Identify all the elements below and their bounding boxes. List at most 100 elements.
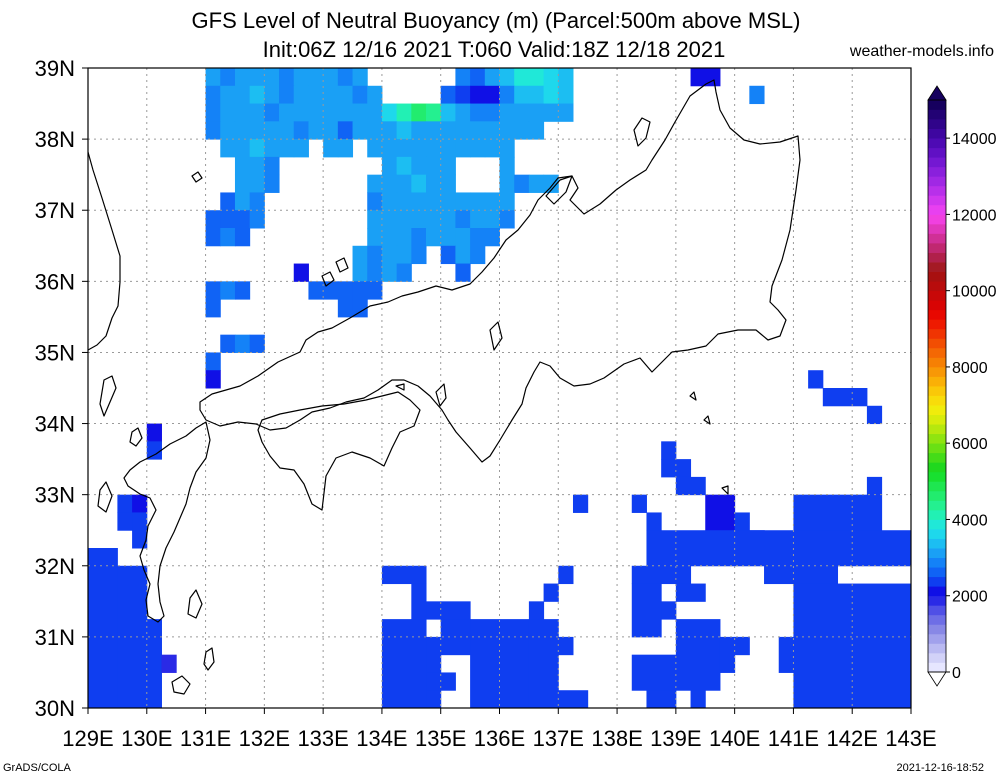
- x-tick-label: 133E: [297, 726, 348, 751]
- heatmap-cell: [558, 85, 574, 105]
- heatmap-cell: [440, 139, 456, 158]
- heatmap-cell: [264, 156, 280, 176]
- colorbar-segment: [928, 366, 946, 377]
- colorbar-segment: [928, 386, 946, 396]
- heatmap-cell: [367, 139, 383, 158]
- heatmap-cell: [764, 565, 839, 585]
- heatmap-cell: [808, 370, 824, 389]
- heatmap-cell: [661, 601, 677, 620]
- heatmap-cell: [381, 245, 398, 265]
- heatmap-cell: [631, 494, 647, 513]
- heatmap-cell: [367, 210, 383, 229]
- heatmap-cell: [440, 192, 456, 211]
- colorbar-segment: [928, 214, 946, 225]
- colorbar-segment: [928, 548, 946, 558]
- coast-oki2: [335, 257, 349, 273]
- x-tick-label: 129E: [62, 726, 113, 751]
- heatmap-cell: [234, 121, 251, 140]
- heatmap-cell: [631, 583, 662, 638]
- heatmap-cell: [572, 494, 589, 513]
- coast-awaji: [435, 383, 447, 407]
- colorbar-segment: [928, 500, 946, 511]
- colorbar-segment: [928, 281, 946, 292]
- colorbar-segment: [928, 243, 946, 253]
- colorbar-segment: [928, 557, 946, 568]
- colorbar-segment: [928, 614, 946, 625]
- heatmap-cell: [426, 601, 442, 620]
- heatmap-cell: [440, 601, 471, 620]
- heatmap-cell: [352, 121, 368, 140]
- heatmap-cell: [367, 85, 383, 105]
- heatmap-cell: [528, 601, 545, 620]
- heatmap-cell: [220, 85, 236, 105]
- heatmap-cell: [293, 103, 309, 122]
- heatmap-cell: [690, 68, 706, 87]
- heatmap-cell: [234, 174, 251, 193]
- heatmap-cell: [323, 68, 339, 87]
- heatmap-cell: [161, 654, 177, 673]
- coast-honshu-main: [199, 79, 801, 463]
- y-tick-label: 39N: [35, 56, 75, 81]
- heatmap-cell: [132, 494, 148, 513]
- heatmap-cell: [455, 245, 471, 265]
- colorbar-segment: [928, 538, 946, 549]
- colorbar-segment: [928, 519, 946, 530]
- heatmap-cell: [646, 530, 765, 567]
- heatmap-cell: [646, 512, 662, 531]
- colorbar-segment: [928, 576, 946, 587]
- heatmap-cell: [484, 139, 500, 158]
- heatmap-cell: [484, 68, 500, 87]
- heatmap-cell: [543, 85, 559, 105]
- heatmap-cell: [205, 121, 221, 140]
- heatmap-cell: [396, 103, 412, 122]
- coast-honshu: [88, 151, 121, 351]
- heatmap-cell: [499, 68, 515, 87]
- x-axis: 129E 130E 131E 132E 133E 134E 135E 136E 137E 138E…: [62, 708, 937, 751]
- footer-right: 2021-12-16-18:52: [896, 762, 984, 774]
- heatmap-cell: [205, 68, 221, 87]
- footer-left: GrADS/COLA: [3, 762, 71, 774]
- heatmap-cell: [411, 174, 427, 193]
- heatmap-cell: [249, 85, 265, 105]
- heatmap-cell: [367, 228, 383, 247]
- heatmap-cell: [514, 174, 530, 193]
- heatmap-cell: [411, 228, 427, 247]
- heatmap-cell: [764, 530, 911, 567]
- heatmap-cell: [234, 103, 251, 122]
- heatmap-cell: [411, 210, 427, 229]
- colorbar-segment: [928, 338, 946, 349]
- heatmap-cell: [146, 423, 162, 442]
- heatmap-cell: [381, 139, 398, 158]
- heatmap-cell: [381, 228, 398, 247]
- heatmap-cell: [396, 245, 412, 265]
- coastline: [88, 79, 801, 695]
- heatmap-cell: [440, 156, 456, 176]
- heatmap-cell: [205, 352, 221, 371]
- colorbar-segment: [928, 414, 946, 425]
- heatmap-cell: [279, 121, 295, 140]
- heatmap-cell: [220, 121, 236, 140]
- colorbar-segment: [928, 471, 946, 482]
- colorbar-segment: [928, 166, 946, 177]
- heatmap-cell: [470, 228, 486, 247]
- heatmap-cell: [470, 121, 486, 140]
- heatmap-cell: [381, 263, 398, 282]
- heatmap-cell: [264, 174, 280, 193]
- coast-yakushima: [171, 675, 191, 695]
- colorbar-segment: [928, 195, 946, 206]
- heatmap-cell: [484, 85, 500, 105]
- heatmap-cell: [352, 299, 368, 318]
- heatmap-cell: [455, 263, 471, 282]
- heatmap-cell: [484, 121, 500, 140]
- heatmap-cell: [396, 121, 412, 140]
- heatmap-cell: [514, 103, 530, 122]
- heatmap-cell: [146, 619, 162, 708]
- colorbar: 0 2000 4000 6000 8000 10000 12000 14000: [927, 85, 997, 687]
- heatmap-cell: [205, 299, 221, 318]
- heatmap-cell: [220, 103, 236, 122]
- heatmap-cell: [719, 636, 736, 673]
- heatmap-cell: [396, 263, 412, 282]
- colorbar-label: 12000: [952, 207, 997, 224]
- coast-amakusa: [203, 647, 215, 671]
- coast-jeju: [191, 171, 203, 183]
